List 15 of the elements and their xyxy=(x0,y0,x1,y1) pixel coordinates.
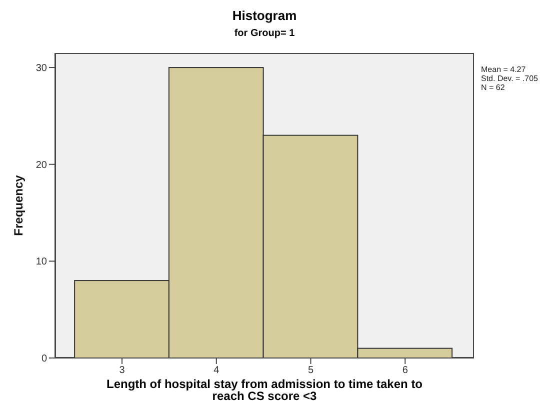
chart-subtitle: for Group= 1 xyxy=(233,28,296,39)
y-tick-label: 10 xyxy=(36,256,48,268)
x-axis-title: Length of hospital stay from admission to time taken to reach CS score <3 xyxy=(105,377,424,401)
text: Std. Dev. = .705 xyxy=(481,74,538,83)
chart-title: Histogram xyxy=(231,8,298,23)
x-tick-label: 4 xyxy=(214,365,220,376)
y-tick-label: 30 xyxy=(36,63,48,74)
x-tick-label: 3 xyxy=(119,365,126,376)
y-tick-label: 0 xyxy=(41,354,48,365)
y-tick-label: 20 xyxy=(36,160,48,171)
text: Mean = 4.27 xyxy=(481,65,527,74)
text: N = 62 xyxy=(481,83,506,92)
x-tick-label: 6 xyxy=(402,365,408,376)
x-tick-label: 5 xyxy=(308,365,314,376)
y-axis-title: Frequency xyxy=(11,174,26,236)
